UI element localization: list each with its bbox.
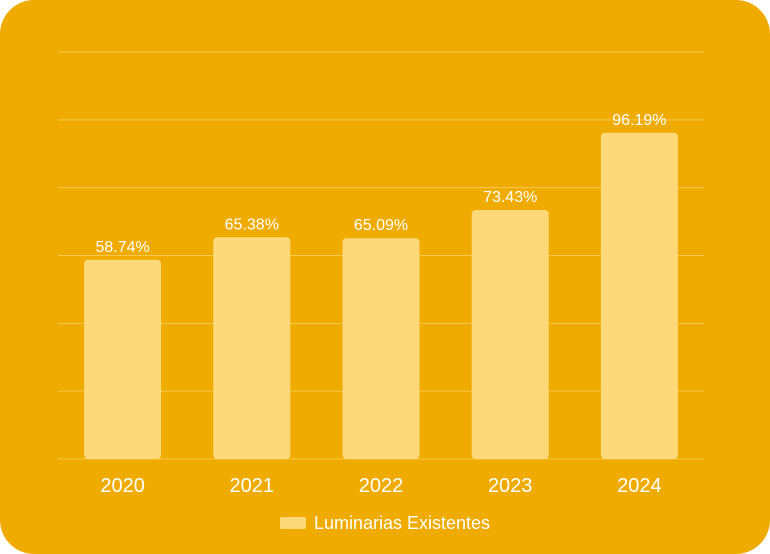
- data-label: 73.43%: [483, 189, 537, 206]
- data-label: 96.19%: [612, 112, 666, 129]
- bar: [600, 132, 678, 459]
- x-tick-label: 2023: [488, 475, 533, 497]
- x-tick-label: 2024: [617, 475, 662, 497]
- x-tick-label: 2021: [230, 475, 275, 497]
- data-label: 65.38%: [225, 216, 279, 233]
- x-tick-label: 2020: [100, 475, 145, 497]
- data-label: 58.74%: [95, 239, 149, 256]
- bar: [342, 238, 420, 459]
- data-label: 65.09%: [354, 217, 408, 234]
- chart-legend: Luminarias Existentes: [0, 511, 770, 535]
- bar: [84, 259, 162, 459]
- bar: [471, 209, 549, 459]
- legend-swatch: [279, 517, 306, 529]
- legend-label: Luminarias Existentes: [313, 512, 491, 533]
- bar: [213, 237, 291, 459]
- x-tick-label: 2022: [359, 475, 404, 497]
